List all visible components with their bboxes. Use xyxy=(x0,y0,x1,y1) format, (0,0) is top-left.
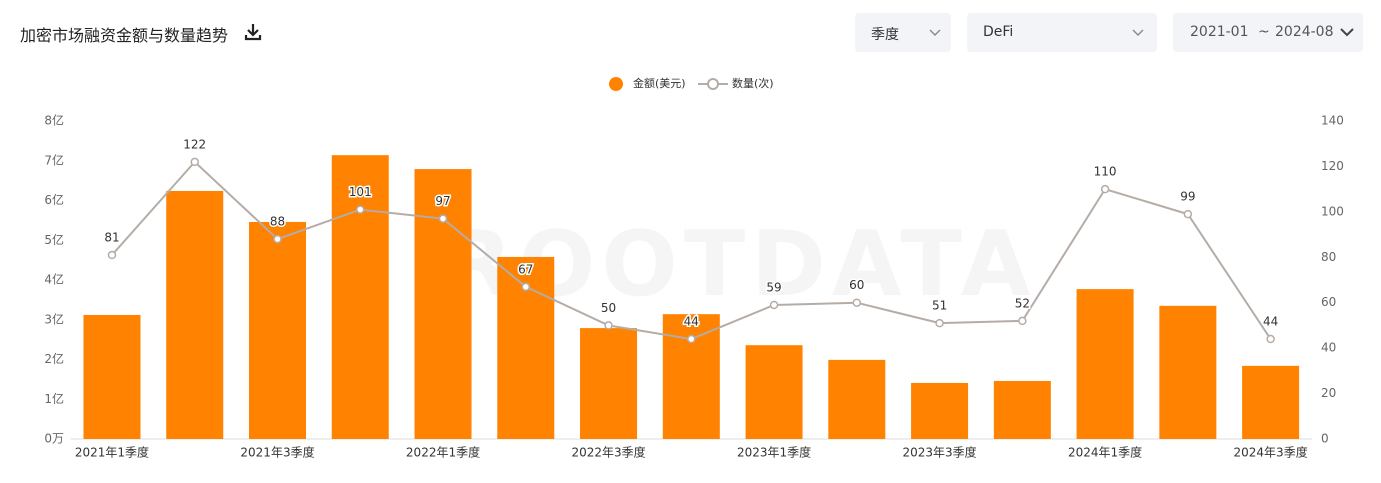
bar xyxy=(1242,365,1300,439)
x-tick-label: 2022年3季度 xyxy=(571,445,645,460)
data-label: 44 xyxy=(1263,315,1278,329)
legend-item: 金额(美元) xyxy=(609,76,686,91)
download-icon[interactable] xyxy=(243,22,263,42)
y-tick-label: 4亿 xyxy=(44,272,64,287)
legend-item: 数量(次) xyxy=(698,76,774,90)
y-tick-label: 3亿 xyxy=(44,311,64,326)
y2-tick-label: 80 xyxy=(1321,250,1336,264)
legend-label: 数量(次) xyxy=(732,76,774,90)
point xyxy=(604,321,613,330)
y2-tick-label: 60 xyxy=(1321,295,1336,309)
y-tick-label: 2亿 xyxy=(44,351,64,366)
legend-swatch xyxy=(609,77,623,91)
bar xyxy=(580,328,638,439)
point xyxy=(1266,334,1275,344)
point xyxy=(935,318,944,328)
data-label: 81 xyxy=(104,231,119,245)
x-tick-label: 2021年1季度 xyxy=(75,445,149,460)
point xyxy=(769,300,779,310)
bar xyxy=(1159,305,1217,439)
point xyxy=(190,157,199,167)
data-label: 52 xyxy=(1015,296,1030,310)
bar xyxy=(993,380,1051,439)
point xyxy=(687,334,696,344)
bar xyxy=(662,314,720,439)
date-range[interactable]: 2021-01 ~ 2024-08 xyxy=(1173,13,1363,52)
x-tick-label: 2024年1季度 xyxy=(1068,445,1142,460)
data-label: 110 xyxy=(1094,165,1117,179)
y-tick-label: 0万 xyxy=(44,432,64,446)
x-tick-label: 2021年3季度 xyxy=(240,445,314,460)
data-label: 88 xyxy=(270,215,285,229)
y2-tick-label: 40 xyxy=(1321,341,1336,355)
data-label: 101 xyxy=(349,185,372,199)
point xyxy=(1100,184,1110,194)
start-date[interactable]: 2021-01 xyxy=(1190,24,1249,40)
point xyxy=(356,205,365,214)
bar xyxy=(745,345,803,439)
page-title: 加密市场融资金额与数量趋势 xyxy=(20,26,229,45)
y-tick-label: 1亿 xyxy=(44,391,64,406)
y-tick-label: 5亿 xyxy=(44,232,64,247)
x-tick-label: 2023年3季度 xyxy=(902,445,976,460)
point xyxy=(438,214,448,223)
end-date[interactable]: 2024-08 xyxy=(1275,24,1334,40)
data-label: 50 xyxy=(601,301,616,315)
period-select[interactable]: 季度 xyxy=(855,13,951,52)
y2-tick-label: 120 xyxy=(1321,159,1344,173)
point xyxy=(521,282,531,292)
y2-tick-label: 100 xyxy=(1321,204,1344,218)
range-separator: ~ xyxy=(1258,24,1270,40)
y-tick-label: 8亿 xyxy=(44,113,64,128)
bar xyxy=(331,155,389,439)
bar xyxy=(83,314,141,439)
y-tick-label: 7亿 xyxy=(44,152,64,167)
legend-label: 金额(美元) xyxy=(633,76,686,90)
y2-tick-label: 140 xyxy=(1321,114,1344,128)
sector-select[interactable]: DeFi xyxy=(967,13,1157,52)
bar xyxy=(166,190,224,439)
chevron xyxy=(929,29,941,36)
data-label: 44 xyxy=(684,315,699,329)
point xyxy=(107,250,117,260)
data-label: 51 xyxy=(932,299,947,313)
point xyxy=(1018,316,1027,326)
point xyxy=(273,234,282,244)
y2-tick-label: 0 xyxy=(1321,432,1329,446)
data-label: 60 xyxy=(849,278,864,292)
legend-swatch xyxy=(707,78,719,90)
chevron xyxy=(1132,29,1144,36)
bar xyxy=(911,382,969,439)
bar xyxy=(1076,289,1134,439)
data-label: 97 xyxy=(435,194,450,208)
sector-value: DeFi xyxy=(983,24,1014,40)
y2-tick-label: 20 xyxy=(1321,386,1336,400)
x-tick-label: 2022年1季度 xyxy=(406,445,480,460)
data-label: 59 xyxy=(766,280,781,294)
x-tick-label: 2024年3季度 xyxy=(1234,445,1308,460)
chevron xyxy=(1340,28,1354,37)
point xyxy=(852,298,862,307)
bar xyxy=(828,359,886,439)
point xyxy=(1183,209,1193,219)
y-tick-label: 6亿 xyxy=(44,192,64,207)
period-value: 季度 xyxy=(871,27,899,43)
data-label: 99 xyxy=(1180,190,1195,204)
x-tick-label: 2023年1季度 xyxy=(737,445,811,460)
bar xyxy=(414,169,472,439)
bar xyxy=(249,221,306,439)
data-label: 122 xyxy=(183,137,206,151)
data-label: 67 xyxy=(518,262,533,276)
